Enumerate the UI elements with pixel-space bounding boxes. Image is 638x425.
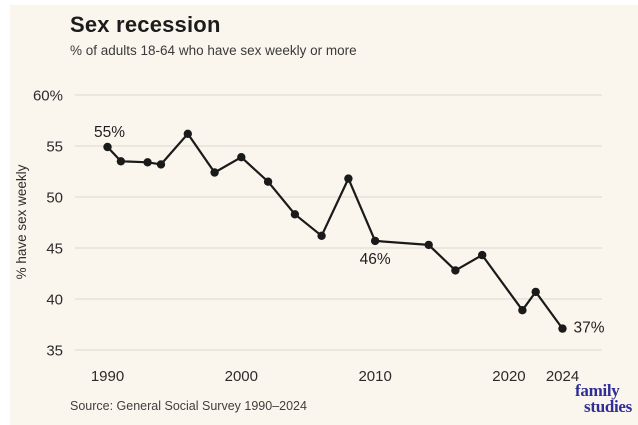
x-tick-label: 1990 [91,368,124,385]
x-tick-label: 2020 [492,368,525,385]
chart-card-background [10,5,638,425]
data-point [103,142,112,152]
data-point [183,129,192,138]
chart-header: Sex recession % of adults 18-64 who have… [70,12,357,58]
data-point [531,287,540,297]
data-point [370,236,380,246]
x-tick-label: 2000 [225,368,258,385]
logo-line-2: studies [584,397,632,417]
data-point [237,153,246,162]
logo-line-1: family [575,381,620,400]
data-point [156,160,166,169]
y-tick-label: 35 [46,343,63,360]
y-tick-label: 50 [46,190,63,207]
data-point [478,250,487,260]
y-tick-label: 40 [46,292,63,309]
x-tick-label: 2024 [546,368,579,385]
y-tick-label: 45 [46,241,63,258]
data-label: 55% [94,124,125,141]
y-tick-label: 60% [33,88,63,105]
data-label: 37% [574,320,605,337]
y-tick-label: 55 [46,139,63,156]
chart-subtitle: % of adults 18-64 who have sex weekly or… [70,43,357,59]
data-point [424,240,433,250]
source-note: Source: General Social Survey 1990–2024 [70,399,307,413]
data-point [451,266,460,275]
data-point [518,306,527,315]
data-point [317,231,326,240]
data-point [116,157,126,166]
chart-title: Sex recession [70,12,221,37]
x-tick-label: 2010 [358,368,391,385]
data-point [143,158,152,167]
y-axis-title: % have sex weekly [14,164,29,279]
data-point [344,174,353,183]
data-point [263,177,273,186]
data-point [290,210,300,219]
data-label: 46% [360,251,391,268]
data-point [558,324,567,333]
data-point [210,168,219,177]
family-studies-logo: family studies [575,381,632,417]
